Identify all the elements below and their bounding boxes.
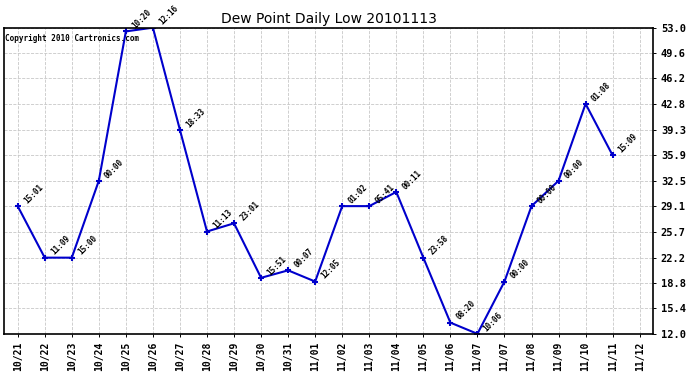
Text: 00:00: 00:00 [509, 258, 531, 281]
Text: 01:02: 01:02 [346, 183, 369, 206]
Text: 12:05: 12:05 [319, 258, 342, 281]
Text: 23:01: 23:01 [238, 200, 261, 222]
Text: 15:00: 15:00 [76, 234, 99, 257]
Text: Copyright 2010 Cartronics.com: Copyright 2010 Cartronics.com [6, 34, 139, 43]
Text: 11:13: 11:13 [211, 208, 234, 231]
Title: Dew Point Daily Low 20101113: Dew Point Daily Low 20101113 [221, 12, 437, 27]
Text: 12:16: 12:16 [157, 4, 180, 27]
Text: 05:41: 05:41 [373, 183, 396, 206]
Text: 00:00: 00:00 [535, 183, 558, 206]
Text: 01:08: 01:08 [590, 80, 613, 103]
Text: 10:06: 10:06 [482, 310, 504, 333]
Text: 08:20: 08:20 [455, 299, 477, 322]
Text: 10:20: 10:20 [130, 8, 152, 31]
Text: 23:58: 23:58 [428, 234, 450, 257]
Text: 00:00: 00:00 [563, 157, 585, 180]
Text: 00:00: 00:00 [103, 157, 126, 180]
Text: 00:07: 00:07 [293, 247, 315, 270]
Text: 11:09: 11:09 [49, 234, 72, 257]
Text: 15:01: 15:01 [22, 183, 45, 206]
Text: 18:33: 18:33 [184, 106, 207, 129]
Text: 00:11: 00:11 [400, 168, 423, 191]
Text: 15:09: 15:09 [617, 132, 640, 154]
Text: 15:51: 15:51 [265, 254, 288, 277]
